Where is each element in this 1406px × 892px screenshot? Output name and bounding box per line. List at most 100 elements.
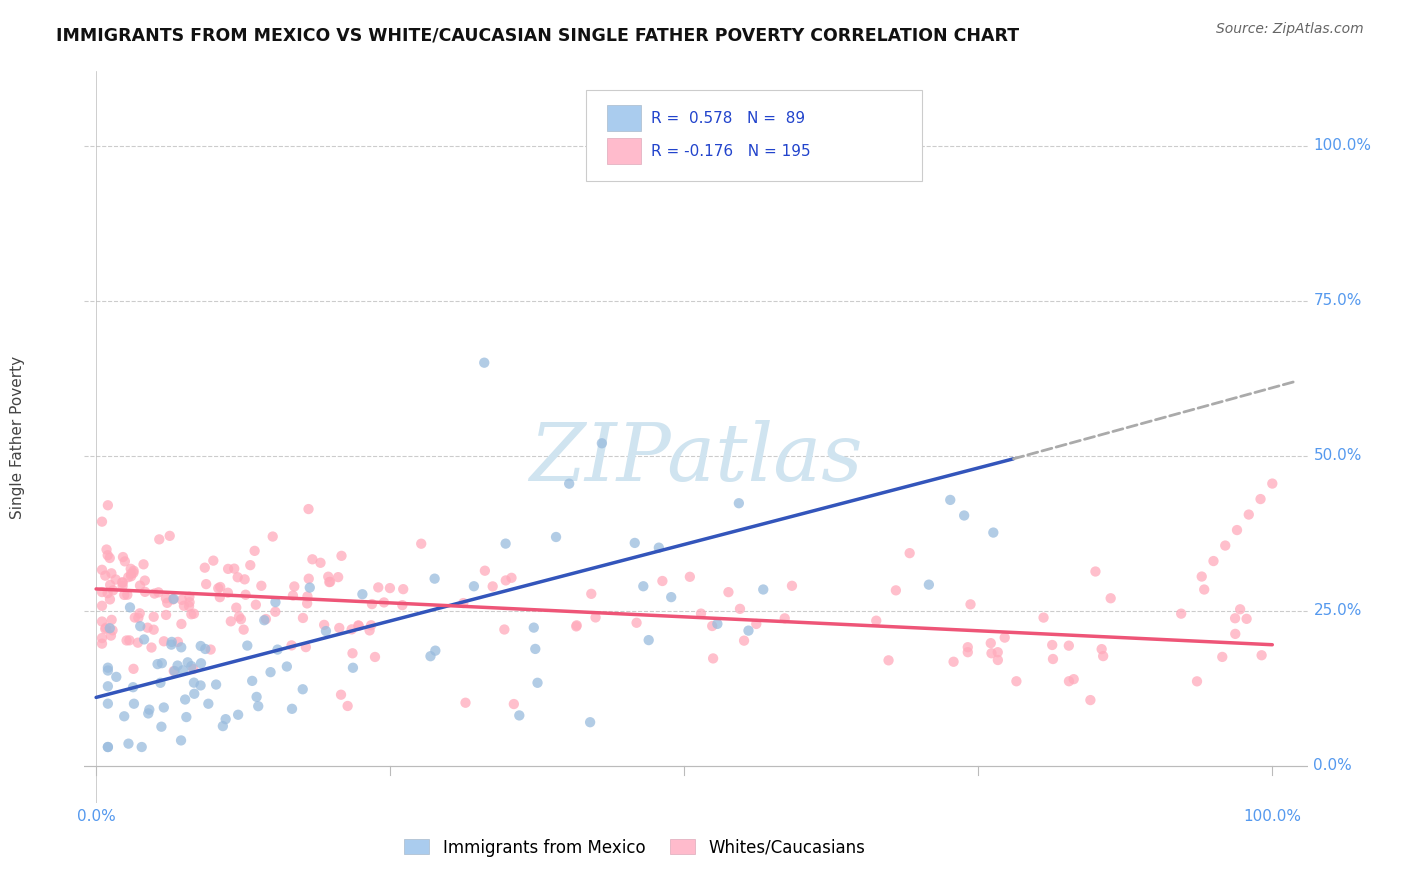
Point	[558, 476, 581, 491]
Point	[217, 562, 239, 576]
Point	[316, 570, 339, 584]
Point	[956, 640, 979, 655]
Point	[959, 598, 981, 612]
Point	[411, 537, 433, 551]
Point	[91, 585, 114, 599]
Text: 100.0%: 100.0%	[1313, 138, 1371, 153]
Point	[170, 592, 193, 607]
Point	[177, 599, 200, 614]
Point	[544, 530, 567, 544]
Point	[181, 662, 204, 676]
Point	[100, 629, 122, 643]
Point	[202, 554, 225, 568]
Point	[1032, 610, 1054, 624]
Point	[1084, 565, 1107, 579]
Point	[340, 623, 363, 637]
Point	[1223, 611, 1246, 625]
Point	[180, 607, 202, 622]
Point	[254, 612, 277, 626]
Point	[454, 696, 477, 710]
Point	[170, 617, 193, 632]
Point	[179, 590, 201, 604]
Point	[898, 546, 921, 560]
Point	[141, 640, 163, 655]
Point	[330, 549, 353, 563]
Point	[737, 624, 759, 638]
Point	[194, 560, 217, 574]
Point	[232, 623, 254, 637]
Point	[246, 690, 269, 704]
Point	[100, 566, 122, 581]
Text: 25.0%: 25.0%	[1313, 603, 1362, 618]
Point	[1042, 652, 1064, 666]
Point	[633, 579, 655, 593]
Point	[155, 607, 177, 622]
Point	[623, 536, 645, 550]
Point	[115, 633, 138, 648]
Point	[243, 544, 266, 558]
Point	[1170, 607, 1192, 621]
Point	[167, 635, 190, 649]
Point	[1213, 539, 1236, 553]
Point	[91, 515, 114, 529]
Point	[212, 719, 235, 733]
Point	[314, 618, 336, 632]
Point	[136, 621, 159, 635]
Point	[236, 639, 259, 653]
Point	[239, 558, 262, 573]
Text: IMMIGRANTS FROM MEXICO VS WHITE/CAUCASIAN SINGLE FATHER POVERTY CORRELATION CHAR: IMMIGRANTS FROM MEXICO VS WHITE/CAUCASIA…	[56, 27, 1019, 45]
Point	[120, 569, 142, 583]
Point	[728, 496, 751, 510]
Point	[226, 707, 249, 722]
Point	[183, 687, 205, 701]
Point	[495, 536, 517, 550]
Point	[361, 597, 384, 611]
Point	[298, 572, 321, 586]
Point	[97, 586, 120, 600]
Point	[117, 737, 139, 751]
Point	[565, 618, 588, 632]
Point	[100, 613, 122, 627]
Point	[190, 678, 212, 692]
Point	[873, 126, 896, 140]
Legend: Immigrants from Mexico, Whites/Caucasians: Immigrants from Mexico, Whites/Caucasian…	[405, 838, 865, 856]
Point	[291, 682, 314, 697]
Point	[197, 697, 219, 711]
Point	[1185, 674, 1208, 689]
Point	[330, 688, 353, 702]
Point	[122, 697, 145, 711]
Point	[177, 656, 200, 670]
Point	[111, 575, 134, 590]
Point	[122, 662, 145, 676]
Point	[266, 642, 288, 657]
Point	[733, 633, 755, 648]
Point	[297, 590, 319, 604]
Text: R = -0.176   N = 195: R = -0.176 N = 195	[651, 144, 810, 159]
Point	[195, 577, 218, 591]
Point	[524, 641, 547, 656]
Point	[591, 436, 613, 450]
Point	[281, 589, 304, 603]
Point	[501, 571, 523, 585]
Point	[94, 622, 117, 636]
Point	[259, 665, 281, 680]
Point	[155, 591, 177, 606]
Point	[149, 675, 172, 690]
Point	[942, 655, 965, 669]
Point	[136, 706, 159, 721]
Point	[226, 570, 249, 584]
Point	[156, 596, 179, 610]
Point	[1080, 693, 1102, 707]
Text: ZIPatlas: ZIPatlas	[529, 420, 863, 498]
Point	[183, 607, 205, 621]
Point	[987, 653, 1010, 667]
Point	[318, 575, 340, 590]
Point	[1202, 554, 1225, 568]
Point	[183, 675, 205, 690]
Point	[1191, 569, 1213, 583]
Point	[245, 598, 267, 612]
Point	[97, 661, 120, 675]
Point	[752, 582, 775, 597]
Text: 0.0%: 0.0%	[1313, 758, 1353, 773]
Text: Source: ZipAtlas.com: Source: ZipAtlas.com	[1216, 22, 1364, 37]
